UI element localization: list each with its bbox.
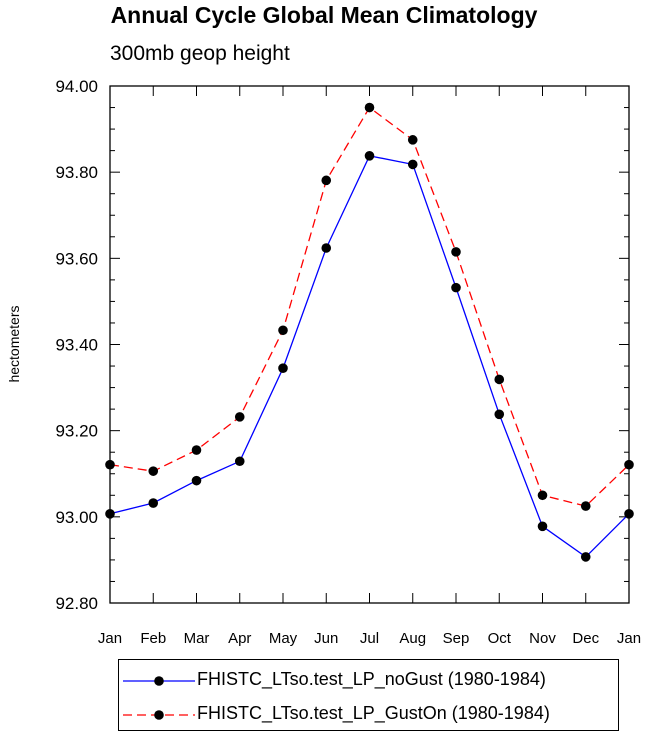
x-tick-label: Aug	[399, 630, 426, 647]
x-tick-label: May	[269, 630, 298, 647]
y-tick-label: 94.00	[55, 77, 98, 96]
series-0-point	[624, 509, 634, 519]
chart-subtitle: 300mb geop height	[110, 42, 290, 65]
series-line-0	[109, 155, 630, 558]
legend-label-nogust: FHISTC_LTso.test_LP_noGust (1980-1984)	[197, 669, 546, 689]
x-tick-label: Feb	[140, 630, 166, 647]
legend-item-guston: FHISTC_LTso.test_LP_GustOn (1980-1984)	[119, 700, 618, 730]
series-0-point	[105, 509, 115, 519]
legend-label-guston: FHISTC_LTso.test_LP_GustOn (1980-1984)	[197, 703, 550, 723]
series-0-point	[451, 282, 461, 293]
series-1-point	[364, 102, 375, 113]
y-tick-label: 93.80	[55, 163, 98, 182]
y-tick-label: 93.00	[55, 508, 98, 527]
series-0-point	[494, 409, 505, 420]
x-tick-label: Mar	[184, 630, 210, 647]
legend: FHISTC_LTso.test_LP_noGust (1980-1984) F…	[118, 659, 619, 731]
plot-frame	[109, 85, 630, 604]
series-1-point	[494, 374, 505, 385]
series-1-point	[278, 325, 288, 336]
x-tick-label: Sep	[443, 630, 470, 647]
y-tick-label: 93.40	[55, 336, 98, 355]
series-0-point	[537, 521, 548, 532]
series-1-point	[234, 412, 245, 422]
x-tick-label: Jun	[314, 630, 338, 647]
series-0-point	[278, 363, 288, 373]
series-0-point	[364, 150, 375, 161]
legend-swatch-guston	[123, 710, 195, 720]
series-1-point	[105, 459, 115, 470]
series-0-point	[234, 456, 245, 467]
x-tick-label: Jan	[98, 630, 122, 647]
series-0-point	[580, 552, 591, 562]
series-line-1	[109, 106, 630, 507]
series-1-point	[321, 175, 332, 186]
series-1-point	[148, 466, 159, 476]
series-0-point	[321, 243, 332, 253]
series-1-point	[624, 459, 634, 470]
series-0-point	[191, 475, 202, 486]
series-1-point	[580, 501, 591, 511]
series-0-point	[148, 498, 159, 508]
legend-item-nogust: FHISTC_LTso.test_LP_noGust (1980-1984)	[119, 666, 618, 696]
chart-title: Annual Cycle Global Mean Climatology	[110, 2, 538, 28]
x-tick-label: Dec	[572, 630, 599, 647]
series-1-point	[191, 445, 202, 455]
y-tick-label: 93.20	[55, 422, 98, 441]
x-tick-label: Oct	[488, 630, 512, 647]
series-1-point	[451, 247, 461, 257]
series-1-point	[407, 135, 418, 145]
legend-swatch-nogust	[123, 676, 195, 686]
x-tick-label: Nov	[529, 630, 556, 647]
x-tick-label: Apr	[228, 630, 251, 647]
y-tick-label: 92.80	[55, 594, 98, 613]
series-1-point	[537, 490, 548, 501]
x-tick-label: Jul	[360, 630, 379, 647]
y-tick-label: 93.60	[55, 249, 98, 268]
series-0-point	[407, 159, 418, 170]
x-tick-label: Jan	[617, 630, 641, 647]
